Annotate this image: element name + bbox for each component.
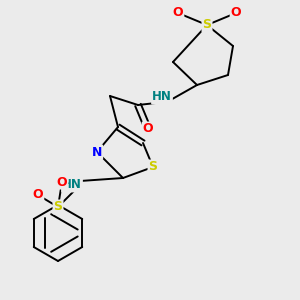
Text: N: N bbox=[92, 146, 102, 158]
Text: S: S bbox=[202, 19, 211, 32]
Text: O: O bbox=[33, 188, 43, 202]
Text: O: O bbox=[231, 7, 241, 20]
Text: O: O bbox=[57, 176, 67, 188]
Text: O: O bbox=[173, 7, 183, 20]
Text: O: O bbox=[143, 122, 153, 136]
Text: S: S bbox=[148, 160, 158, 173]
Text: HN: HN bbox=[152, 91, 172, 103]
Text: HN: HN bbox=[62, 178, 82, 191]
Text: S: S bbox=[53, 200, 62, 214]
